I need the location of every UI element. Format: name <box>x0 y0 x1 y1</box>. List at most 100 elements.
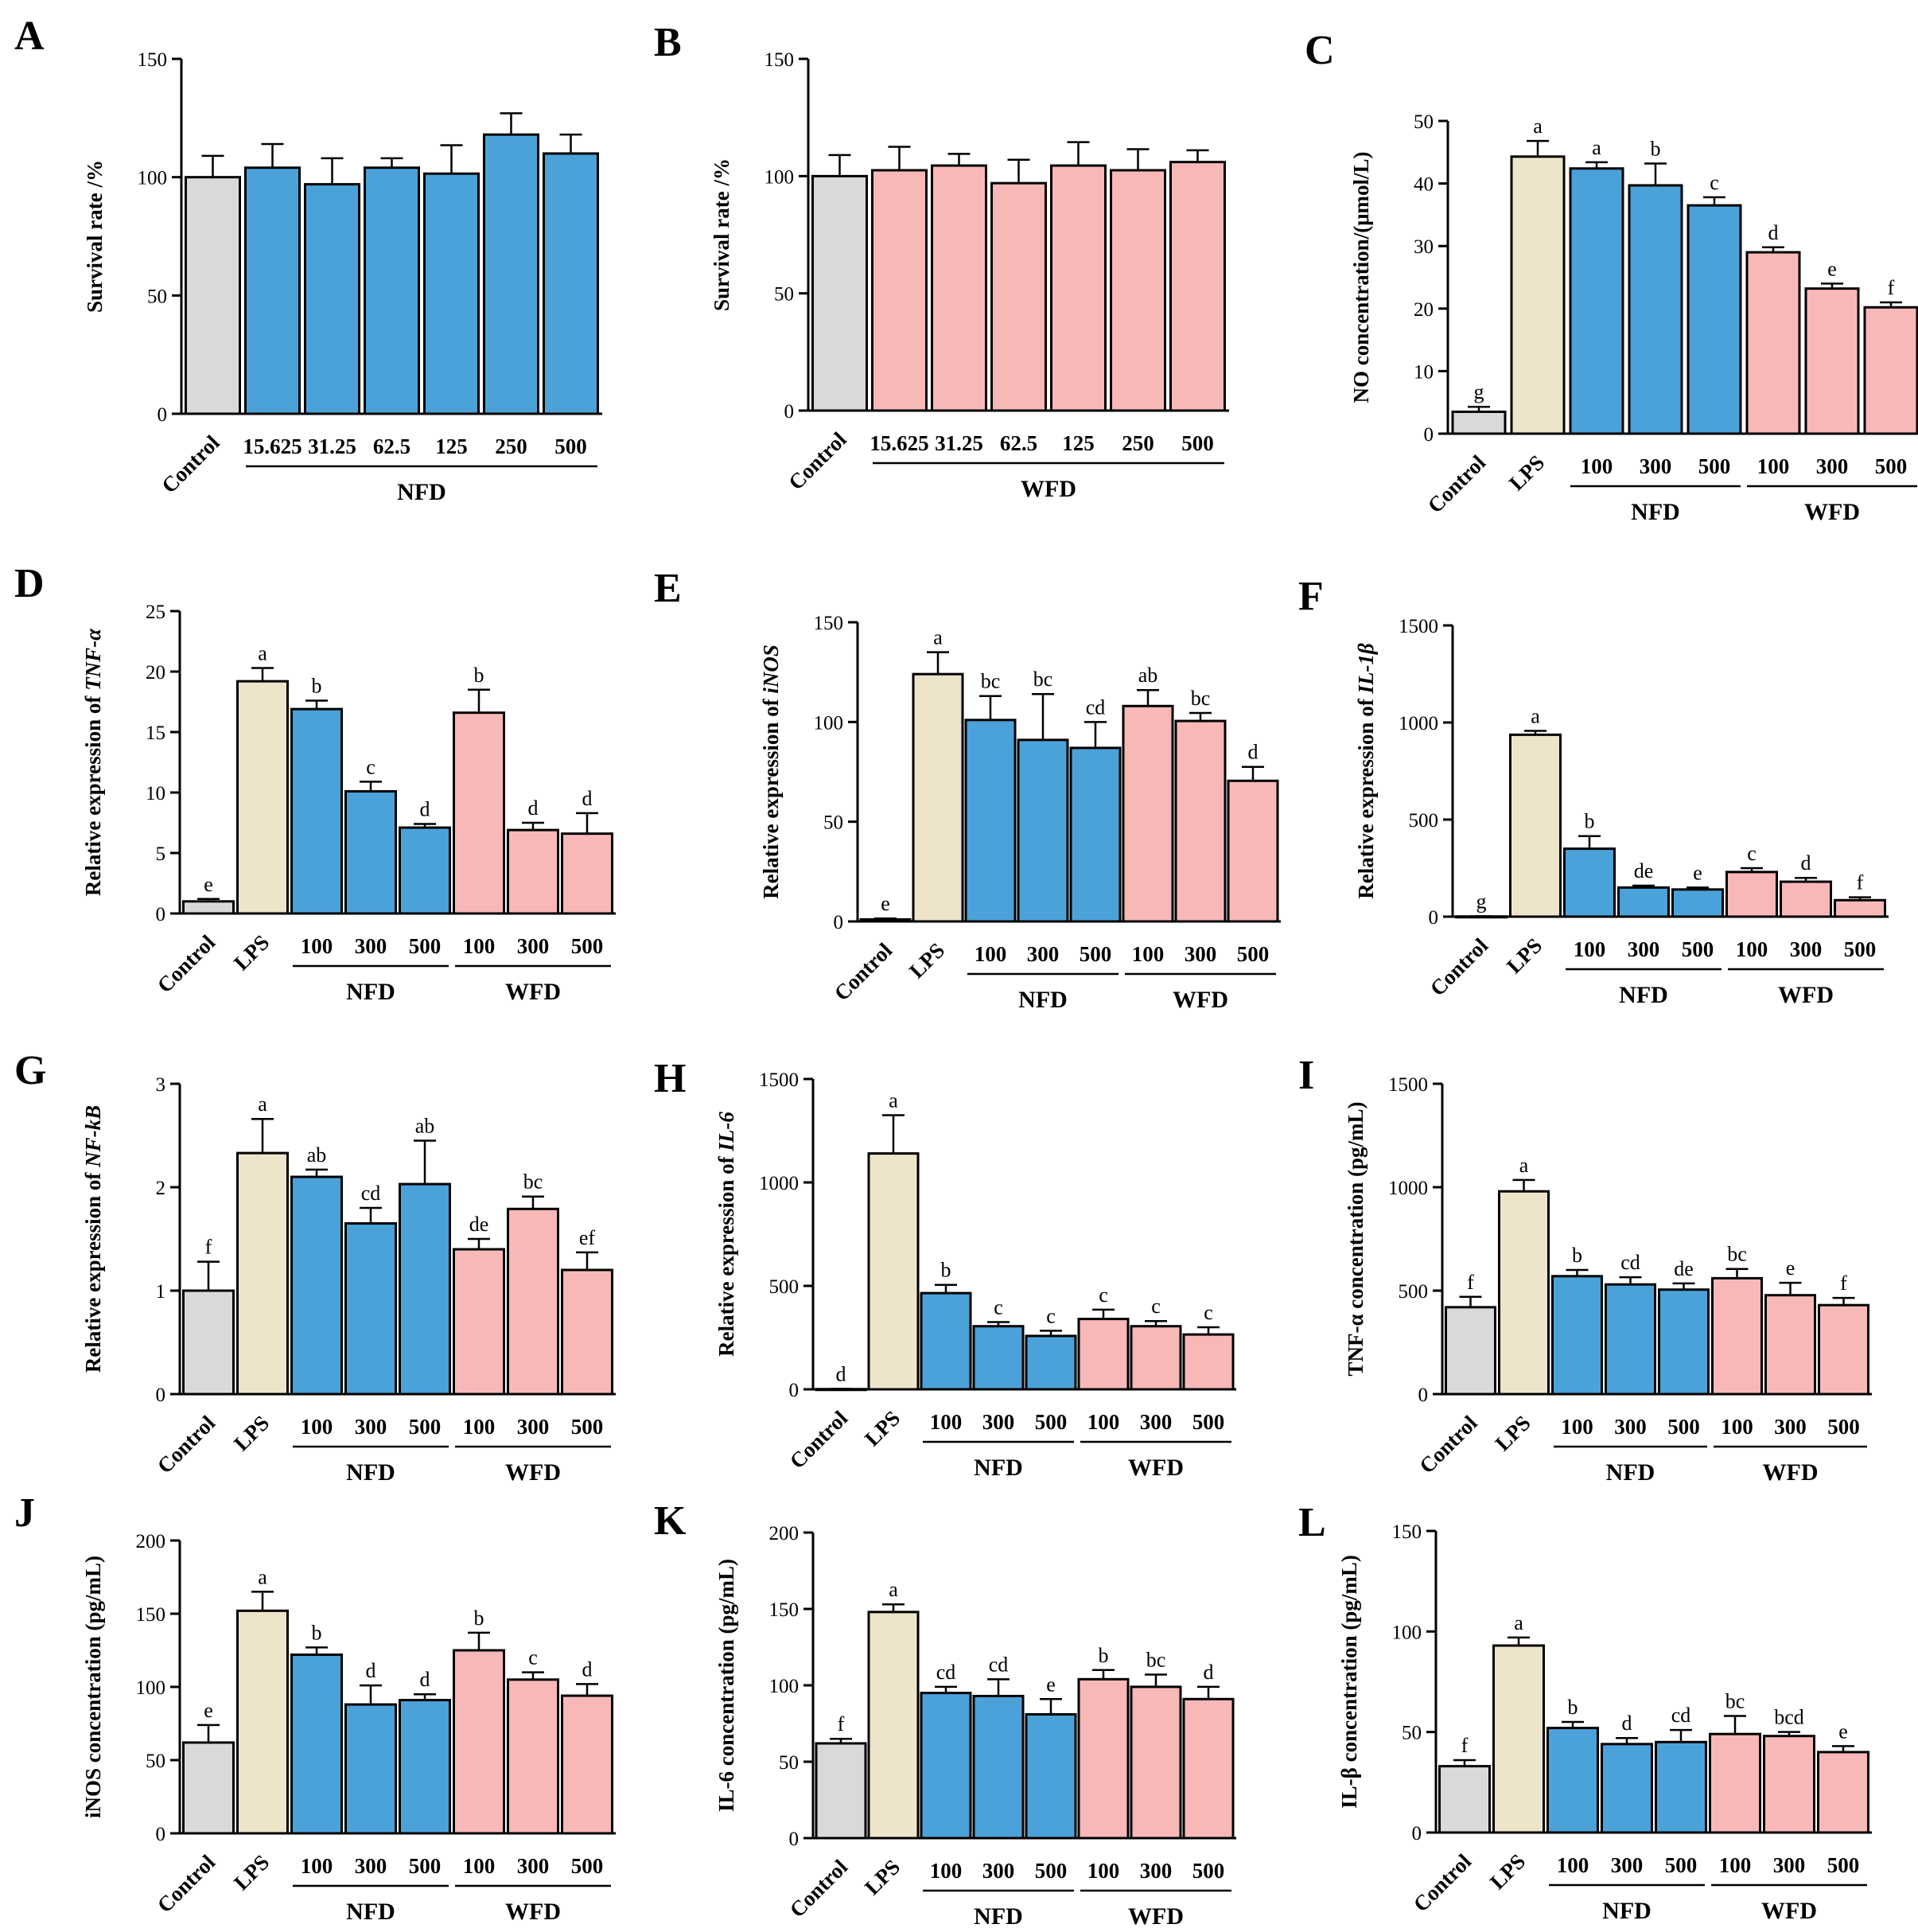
y-tick-label: 0 <box>784 401 795 423</box>
group-label: NFD <box>974 1903 1023 1930</box>
x-category-label: 100 <box>463 1854 496 1878</box>
y-tick-label: 0 <box>158 404 168 426</box>
x-category-label: LPS <box>1502 933 1546 978</box>
bar <box>1492 1644 1545 1834</box>
bar <box>1655 1740 1707 1834</box>
y-axis-label: Relative expression of NF-kB <box>81 1105 105 1373</box>
significance-label: b <box>1651 137 1661 160</box>
bar <box>815 1742 867 1840</box>
x-category-label: Control <box>153 1411 220 1478</box>
y-axis-label: Relative expression of IL-1β <box>1354 643 1378 899</box>
significance-label: d <box>1622 1712 1632 1735</box>
y-tick-label: 0 <box>156 1824 166 1845</box>
x-category-label: 300 <box>1140 1859 1173 1883</box>
bar <box>236 1151 289 1396</box>
y-axis-label: iNOS concentration (pg/mL) <box>81 1556 105 1818</box>
bar <box>1182 1333 1235 1391</box>
bar <box>399 826 451 915</box>
x-category-label: Control <box>785 1406 853 1474</box>
significance-label: d <box>836 1362 846 1385</box>
bar <box>561 832 613 915</box>
significance-label: e <box>1046 1673 1056 1696</box>
bar <box>972 1694 1025 1840</box>
y-axis-label: NO concentration/(μmol/L) <box>1349 151 1373 403</box>
x-category-label: 500 <box>571 934 604 958</box>
y-tick-label: 1000 <box>1388 1178 1428 1199</box>
x-category-label: 500 <box>554 434 587 458</box>
bar <box>453 711 505 915</box>
panel-k: K 0 50 100 150 200 IL-6 concentration (pg/mL) f… <box>654 1498 1236 1930</box>
significance-label: f <box>1461 1734 1469 1757</box>
significance-label: a <box>1514 1611 1523 1634</box>
x-category-label: 100 <box>1757 454 1790 478</box>
bar <box>1709 1732 1761 1834</box>
bar <box>920 1692 972 1840</box>
bar <box>399 1182 451 1396</box>
y-tick-label: 10 <box>1414 361 1434 383</box>
y-tick-label: 500 <box>1399 1281 1429 1303</box>
bar <box>236 1609 289 1835</box>
significance-label: f <box>1840 1272 1847 1295</box>
y-axis-label: Relative expression of iNOS <box>759 645 783 899</box>
bar <box>1025 1712 1077 1840</box>
bar <box>867 1611 920 1840</box>
x-category-label: 100 <box>1574 937 1606 961</box>
bar <box>1745 251 1801 435</box>
group-label: WFD <box>1173 987 1228 1013</box>
x-category-label: 500 <box>409 1854 442 1878</box>
y-tick-label: 0 <box>834 912 844 933</box>
bar <box>364 166 420 415</box>
x-category-label: 300 <box>517 1854 550 1878</box>
group-label: WFD <box>1128 1903 1184 1930</box>
bar <box>1169 161 1226 412</box>
significance-label: c <box>528 1646 538 1669</box>
x-category-label: 100 <box>1581 454 1613 478</box>
y-tick-label: 30 <box>1414 236 1434 258</box>
y-tick-label: 0 <box>1418 1385 1429 1406</box>
bar <box>1438 1765 1491 1834</box>
bar <box>871 169 928 412</box>
bar <box>182 1289 235 1396</box>
significance-label: b <box>474 1607 484 1630</box>
significance-label: f <box>1857 871 1864 894</box>
y-tick-label: 200 <box>136 1531 166 1552</box>
significance-label: ef <box>579 1226 596 1249</box>
bar <box>1445 1306 1496 1396</box>
bar <box>1671 888 1724 918</box>
significance-label: b <box>1572 1244 1582 1267</box>
bar <box>182 1741 235 1835</box>
group-label: NFD <box>1602 1898 1652 1924</box>
x-category-label: 300 <box>1773 1853 1806 1877</box>
bar <box>561 1694 613 1835</box>
bar <box>236 680 289 915</box>
bar <box>1818 1303 1869 1396</box>
bar <box>1764 1294 1816 1396</box>
bar <box>867 1152 920 1391</box>
bar <box>453 1649 505 1835</box>
y-tick-label: 50 <box>1402 1723 1422 1744</box>
x-category-label: 100 <box>301 1854 333 1878</box>
x-category-label: Control <box>1414 1411 1482 1478</box>
group-label: WFD <box>1021 476 1076 502</box>
bar <box>1069 746 1122 923</box>
bar <box>290 707 343 915</box>
y-tick-label: 20 <box>1414 299 1434 321</box>
y-tick-label: 25 <box>146 602 165 623</box>
significance-label: b <box>941 1259 951 1282</box>
significance-label: f <box>1888 276 1895 299</box>
x-category-label: 100 <box>1721 1415 1753 1439</box>
x-category-label: 500 <box>1665 1853 1698 1877</box>
significance-label: b <box>1568 1696 1578 1719</box>
y-tick-label: 0 <box>789 1380 799 1401</box>
significance-label: c <box>1747 842 1757 865</box>
significance-label: f <box>205 1236 212 1259</box>
x-category-label: 500 <box>409 1415 442 1439</box>
x-category-label: Control <box>784 427 851 495</box>
bar <box>1509 733 1562 918</box>
x-category-label: 100 <box>301 934 333 958</box>
x-category-label: 500 <box>1192 1859 1225 1883</box>
x-category-label: 100 <box>1561 1415 1593 1439</box>
bar <box>990 181 1047 412</box>
y-tick-label: 1500 <box>1388 1074 1428 1096</box>
significance-label: c <box>1099 1283 1108 1307</box>
